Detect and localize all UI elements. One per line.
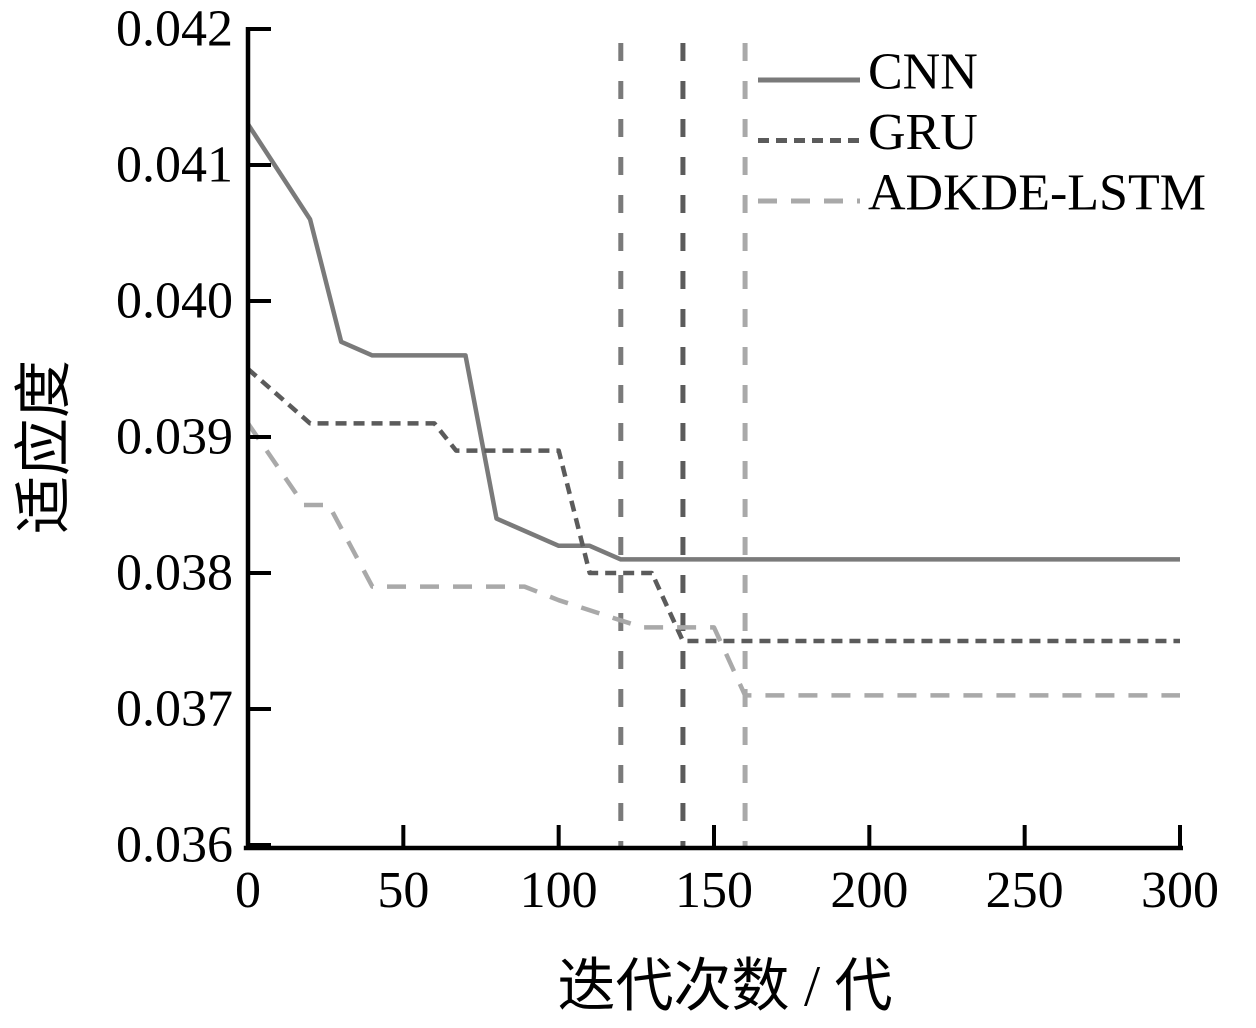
- legend-label: CNN: [868, 44, 978, 101]
- y-tick-label: 0.038: [116, 545, 233, 602]
- x-tick-label: 100: [520, 862, 598, 919]
- x-tick-label: 250: [986, 862, 1064, 919]
- x-tick-label: 200: [830, 862, 908, 919]
- x-tick-label: 50: [377, 862, 429, 919]
- series-line-cnn: [246, 122, 1180, 562]
- y-axis-label: 适应度: [12, 360, 77, 534]
- y-tick-label: 0.039: [116, 409, 233, 466]
- convergence-vlines: [618, 43, 748, 846]
- y-tick-label: 0.036: [116, 817, 233, 874]
- y-axis-ticks: 0.036 0.037 0.038 0.039 0.040 0.041 0.042: [116, 1, 271, 874]
- legend-label: ADKDE-LSTM: [868, 165, 1206, 222]
- x-tick-label: 300: [1141, 862, 1219, 919]
- axes: 0.036 0.037 0.038 0.039 0.040 0.041 0.042 0 50 1…: [116, 1, 1219, 920]
- y-tick-label: 0.037: [116, 681, 233, 738]
- y-tick-label: 0.040: [116, 273, 233, 330]
- series-line-adkde-lstm: [246, 422, 1180, 698]
- legend-item-gru: GRU: [758, 104, 978, 161]
- x-axis-label: 迭代次数 / 代: [557, 954, 892, 1019]
- legend-item-cnn: CNN: [758, 44, 978, 101]
- series-line-gru: [246, 367, 1180, 644]
- y-tick-label: 0.042: [116, 1, 233, 58]
- series-lines: [246, 122, 1180, 698]
- x-axis-ticks: 0 50 100 150 200 250 300: [235, 825, 1219, 919]
- legend-label: GRU: [868, 104, 978, 161]
- legend-item-adkde-lstm: ADKDE-LSTM: [758, 165, 1206, 222]
- x-tick-label: 150: [675, 862, 753, 919]
- x-tick-label: 0: [235, 862, 261, 919]
- y-tick-label: 0.041: [116, 137, 233, 194]
